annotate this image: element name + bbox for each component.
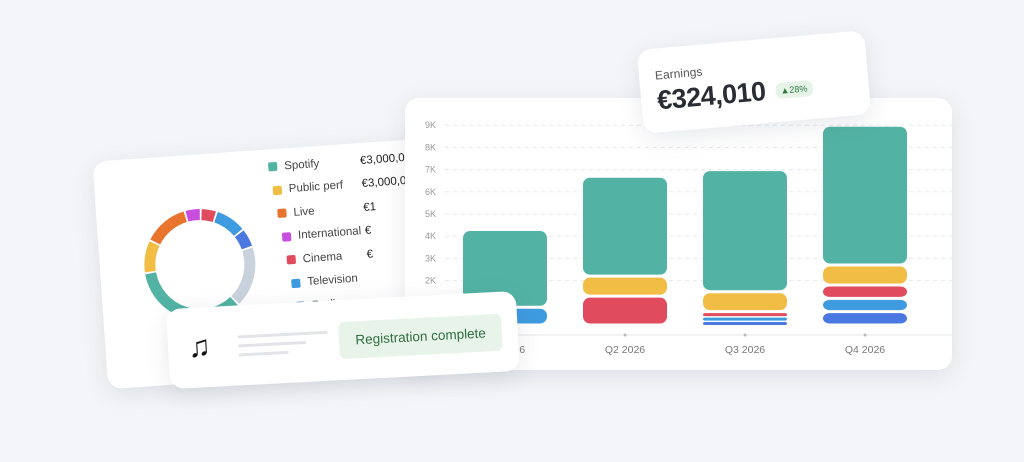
x-tick [623,333,627,337]
bar-segment-radio[interactable] [703,322,787,326]
legend-name: Public perf [288,179,344,196]
music-note-icon: ♫ [187,329,212,365]
legend-name: Spotify [283,157,320,173]
y-tick-label: 9K [425,120,436,130]
legend-name: International [297,225,362,242]
y-tick-label: 6K [425,187,436,197]
y-tick-label: 7K [425,165,436,175]
legend-swatch [272,185,283,196]
legend-swatch [277,208,287,219]
legend-name: Cinema [302,250,343,266]
x-tick-label: Q3 2026 [725,344,765,356]
y-tick-label: 5K [425,209,436,219]
bar-segment-spotify[interactable] [703,171,787,291]
bar-segment-television[interactable] [703,317,787,321]
legend-name: Live [293,205,315,219]
earnings-value: €324,010 [655,76,767,116]
y-tick-label: 4K [425,231,436,241]
bar-segment-cinema[interactable] [823,286,907,297]
x-tick-label: Q2 2026 [605,344,645,356]
bar-segment-cinema[interactable] [583,297,667,324]
donut-segment [201,209,216,222]
donut-segment [231,247,256,304]
donut-segment [144,241,160,273]
bar-segment-public-perf[interactable] [583,277,667,295]
change-badge: ▲28% [774,79,813,99]
x-tick [743,333,747,337]
bar-segment-spotify[interactable] [583,177,667,275]
legend-swatch [281,231,292,242]
legend-swatch [286,255,297,265]
donut-segment [213,212,243,237]
bar-segment-spotify[interactable] [823,126,907,264]
registration-status-badge: Registration complete [338,313,503,359]
legend-name: Television [306,272,359,289]
registration-notification: ♫ Registration complete [166,290,520,390]
bar-segment-public-perf[interactable] [823,266,907,284]
donut-segment [185,209,200,222]
placeholder-text-lines [237,324,329,362]
legend-swatch [291,278,301,288]
legend-swatch [267,162,278,172]
y-tick-label: 8K [425,142,436,152]
bar-segment-cinema[interactable] [703,313,787,317]
x-tick [863,333,867,337]
bar-segment-television[interactable] [823,299,907,311]
bar-segment-public-perf[interactable] [703,293,787,311]
donut-segment [234,230,253,250]
x-tick-label: Q4 2026 [845,344,885,356]
bar-segment-radio[interactable] [823,313,907,324]
bar-segment-spotify[interactable] [463,231,547,306]
donut-segment [150,211,188,245]
y-tick-label: 2K [425,276,436,286]
y-tick-label: 3K [425,253,436,263]
